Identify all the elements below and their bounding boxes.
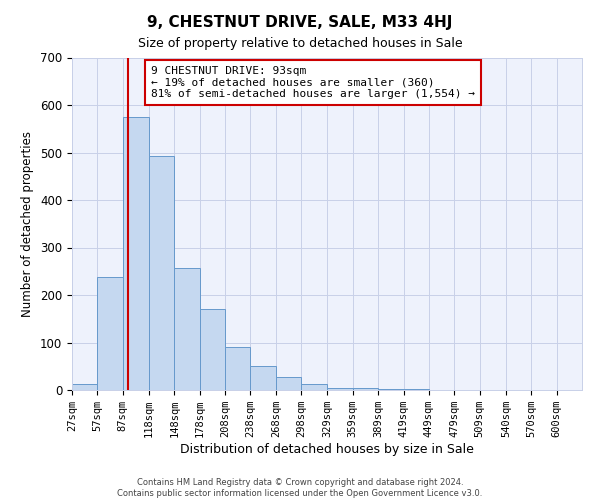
Bar [404, 389, 429, 390]
Text: Contains HM Land Registry data © Crown copyright and database right 2024.
Contai: Contains HM Land Registry data © Crown c… [118, 478, 482, 498]
Bar [72, 384, 97, 390]
Bar [175, 268, 200, 390]
Bar [97, 277, 123, 390]
Text: 9 CHESTNUT DRIVE: 93sqm
← 19% of detached houses are smaller (360)
81% of semi-d: 9 CHESTNUT DRIVE: 93sqm ← 19% of detache… [151, 66, 475, 99]
Bar [123, 117, 149, 390]
Bar [328, 388, 353, 390]
Bar [301, 384, 328, 390]
Bar [378, 388, 404, 390]
Bar [276, 377, 301, 390]
X-axis label: Distribution of detached houses by size in Sale: Distribution of detached houses by size … [180, 443, 474, 456]
Bar [149, 156, 175, 390]
Bar [225, 347, 250, 390]
Bar [200, 309, 225, 390]
Bar [353, 388, 378, 390]
Bar [250, 366, 276, 390]
Text: 9, CHESTNUT DRIVE, SALE, M33 4HJ: 9, CHESTNUT DRIVE, SALE, M33 4HJ [148, 15, 452, 30]
Text: Size of property relative to detached houses in Sale: Size of property relative to detached ho… [137, 38, 463, 51]
Y-axis label: Number of detached properties: Number of detached properties [22, 130, 34, 317]
